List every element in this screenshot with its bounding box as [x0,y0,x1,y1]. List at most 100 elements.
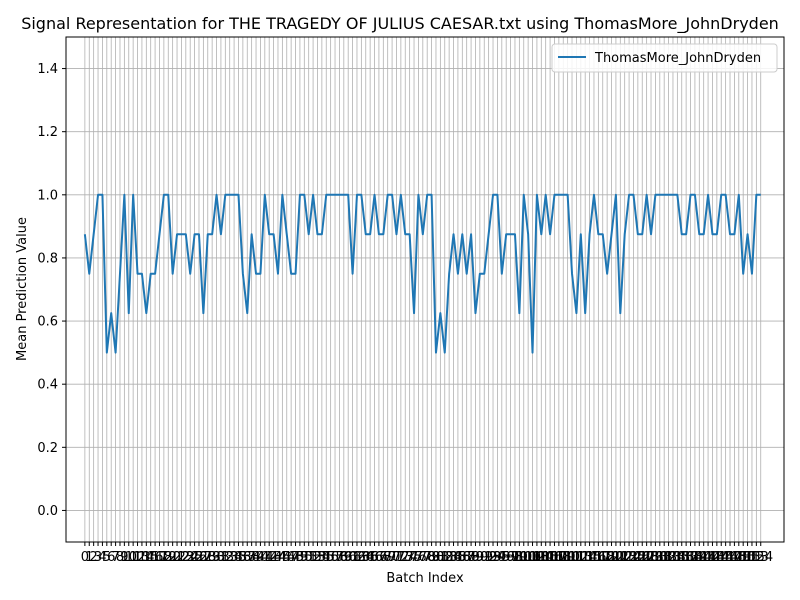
chart-title: Signal Representation for THE TRAGEDY OF… [21,14,779,34]
x-tick-label: 107 [542,550,567,565]
x-tick-label: 16 [147,550,164,565]
x-tick-label: 76 [410,550,427,565]
x-tick-label: 136 [669,550,694,565]
x-tick-label: 154 [748,550,773,565]
x-tick-label: 10 [120,550,137,565]
x-tick-label: 149 [726,550,751,565]
x-tick-label: 137 [674,550,699,565]
x-tick-label: 9 [120,550,128,565]
x-tick-label: 28 [199,550,216,565]
x-tick-label: 25 [186,550,203,565]
y-axis-label: Mean Prediction Value [15,217,30,361]
x-tick-label: 129 [639,550,664,565]
x-tick-label: 34 [226,550,243,565]
x-tick-label: 52 [305,550,322,565]
x-tick-label: 54 [314,550,331,565]
x-tick-label: 44 [270,550,287,565]
x-tick-label: 67 [371,550,388,565]
x-tick-label: 20 [164,550,181,565]
x-tick-label: 105 [533,550,558,565]
x-tick-label: 153 [744,550,769,565]
x-tick-label: 53 [309,550,326,565]
x-tick-label: 6 [107,550,115,565]
x-tick-label: 58 [331,550,348,565]
x-tick-label: 29 [204,550,221,565]
legend-box [551,43,778,73]
x-tick-label: 134 [661,550,686,565]
x-tick-label: 140 [687,550,712,565]
x-tick-label: 127 [630,550,655,565]
x-tick-label: 112 [564,550,589,565]
y-tick-label: 1.2 [37,125,58,140]
x-tick-label: 92 [480,550,497,565]
x-tick-label: 15 [142,550,159,565]
x-tick-label: 22 [173,550,190,565]
x-tick-label: 4 [98,550,106,565]
x-tick-label: 7 [111,550,119,565]
x-tick-label: 135 [665,550,690,565]
x-tick-label: 5 [103,550,111,565]
plot-frame [65,36,785,543]
x-tick-label: 74 [401,550,418,565]
x-ticks: 0123456789101112131415161718192021222324… [81,542,773,565]
x-axis-label: Batch Index [386,571,464,586]
x-tick-label: 124 [617,550,642,565]
x-tick-label: 57 [327,550,344,565]
x-tick-label: 86 [454,550,471,565]
x-tick-label: 144 [704,550,729,565]
x-tick-label: 101 [516,550,541,565]
x-tick-label: 61 [344,550,361,565]
x-tick-label: 23 [178,550,195,565]
x-tick-label: 14 [138,550,155,565]
x-tick-label: 120 [599,550,624,565]
x-tick-label: 143 [700,550,725,565]
x-tick-label: 96 [498,550,515,565]
x-tick-label: 73 [397,550,414,565]
x-tick-label: 131 [647,550,672,565]
x-tick-label: 39 [248,550,265,565]
x-tick-label: 41 [257,550,274,565]
x-tick-label: 113 [568,550,593,565]
y-tick-label: 1.0 [37,188,58,203]
x-tick-label: 121 [603,550,628,565]
legend-label: ThomasMore_JohnDryden [594,51,761,66]
x-tick-label: 87 [458,550,475,565]
x-tick-label: 83 [441,550,458,565]
x-tick-label: 31 [213,550,230,565]
x-tick-label: 45 [274,550,291,565]
x-tick-label: 42 [261,550,278,565]
y-tick-label: 0.8 [37,251,58,266]
x-tick-label: 99 [511,550,528,565]
x-tick-label: 141 [691,550,716,565]
x-tick-label: 128 [634,550,659,565]
x-tick-label: 148 [722,550,747,565]
x-tick-label: 66 [366,550,383,565]
x-tick-label: 21 [169,550,186,565]
x-tick-label: 152 [740,550,765,565]
x-tick-label: 89 [467,550,484,565]
x-tick-label: 110 [555,550,580,565]
x-tick-label: 133 [656,550,681,565]
x-tick-label: 147 [718,550,743,565]
x-tick-label: 56 [322,550,339,565]
x-tick-label: 85 [450,550,467,565]
x-tick-label: 24 [182,550,199,565]
x-tick-label: 64 [357,550,374,565]
x-tick-label: 46 [278,550,295,565]
x-tick-label: 36 [235,550,252,565]
x-tick-label: 37 [239,550,256,565]
x-tick-label: 79 [423,550,440,565]
x-tick-label: 70 [384,550,401,565]
x-tick-label: 51 [300,550,317,565]
x-tick-label: 103 [524,550,549,565]
x-tick-label: 117 [586,550,611,565]
x-tick-label: 100 [511,550,536,565]
x-tick-label: 62 [349,550,366,565]
y-tick-label: 0.6 [37,315,58,330]
x-tick-label: 94 [489,550,506,565]
x-tick-label: 95 [494,550,511,565]
y-tick-label: 1.4 [37,62,58,77]
x-tick-label: 111 [560,550,585,565]
x-tick-label: 139 [682,550,707,565]
x-tick-label: 114 [573,550,598,565]
